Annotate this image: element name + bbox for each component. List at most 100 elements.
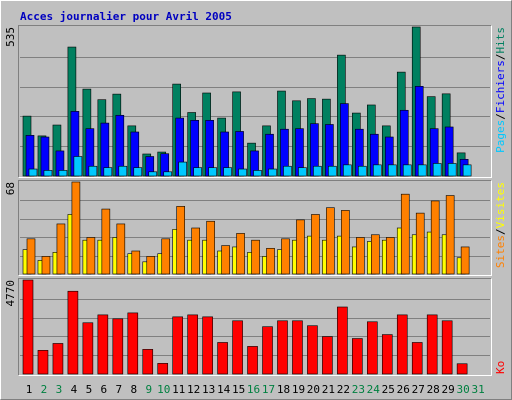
bar — [343, 164, 352, 177]
bar — [352, 338, 363, 375]
x-tick-label: 15 — [232, 383, 245, 396]
x-tick-label: 20 — [307, 383, 320, 396]
x-tick-label: 30 — [457, 383, 470, 396]
bar — [307, 325, 318, 375]
x-tick-label: 18 — [277, 383, 290, 396]
bar — [73, 156, 83, 177]
bar — [22, 279, 34, 375]
bar — [311, 214, 320, 275]
bar — [238, 168, 247, 177]
x-tick-label: 17 — [262, 383, 275, 396]
bar — [97, 314, 109, 375]
bar — [208, 167, 217, 177]
bar — [52, 343, 64, 375]
bar — [381, 334, 393, 375]
bar — [26, 238, 36, 275]
bar — [445, 195, 455, 275]
bar — [157, 363, 169, 375]
y-tick-label: 68 — [4, 182, 17, 195]
bar — [298, 167, 307, 177]
bar — [247, 346, 258, 375]
bar — [67, 290, 79, 375]
legend-entry: Fichiers — [494, 60, 507, 113]
bar — [221, 245, 230, 275]
bar — [101, 208, 111, 275]
bar — [127, 312, 139, 375]
bar — [367, 321, 378, 375]
legend: Ko — [494, 361, 507, 374]
bar — [206, 220, 215, 275]
x-tick-label: 23 — [352, 383, 365, 396]
bar — [341, 210, 350, 275]
x-tick-label: 13 — [202, 383, 215, 396]
bar — [86, 237, 96, 275]
panel-border-dark — [18, 25, 492, 178]
bar — [337, 306, 348, 375]
bar — [322, 336, 333, 375]
bar — [441, 320, 453, 375]
bar — [460, 246, 470, 275]
bar — [28, 168, 38, 177]
bar — [161, 238, 171, 275]
x-tick-label: 24 — [367, 383, 381, 396]
x-tick-label: 5 — [86, 383, 93, 396]
bar — [292, 320, 303, 375]
bar — [142, 349, 154, 375]
bar — [71, 181, 81, 275]
bar — [426, 314, 438, 375]
bar — [402, 164, 412, 177]
legend-entry: Hits — [494, 27, 507, 54]
panel-border-light — [18, 278, 492, 376]
legend: Pages/Fichiers/Hits — [494, 27, 507, 153]
bar — [326, 207, 335, 275]
bar — [277, 320, 288, 375]
bar — [456, 363, 468, 375]
legend-separator: / — [494, 54, 507, 61]
x-tick-label: 14 — [217, 383, 231, 396]
bar — [358, 165, 367, 177]
bar — [262, 326, 273, 375]
bar — [411, 342, 423, 375]
x-tick-label: 6 — [101, 383, 108, 396]
legend: Sites/Visites — [494, 182, 507, 268]
x-tick-label: 31 — [471, 383, 484, 396]
bar — [432, 163, 442, 177]
bar — [430, 200, 440, 275]
legend-separator: / — [494, 228, 507, 235]
bar — [400, 193, 410, 275]
bar — [373, 164, 382, 177]
panel-border-light — [18, 25, 492, 178]
legend-entry: Pages — [494, 120, 507, 153]
bar — [356, 237, 365, 275]
x-tick-label: 3 — [56, 383, 63, 396]
bar — [146, 256, 156, 275]
bar — [414, 86, 424, 177]
x-tick-label: 2 — [41, 383, 48, 396]
legend-entry: Visites — [494, 182, 507, 228]
bar — [268, 168, 277, 177]
bar — [281, 238, 290, 275]
x-tick-label: 7 — [116, 383, 123, 396]
bar — [131, 250, 141, 275]
x-tick-label: 12 — [187, 383, 200, 396]
bar — [191, 227, 200, 275]
bar — [187, 314, 198, 375]
bar — [118, 165, 128, 177]
chart-title: Acces journalier pour Avril 2005 — [20, 10, 232, 23]
bar — [103, 167, 113, 177]
x-tick-label: 19 — [292, 383, 305, 396]
bar — [385, 237, 395, 275]
y-tick-label: 535 — [4, 27, 17, 47]
x-tick-label: 29 — [442, 383, 455, 396]
bar — [163, 171, 173, 177]
bar — [41, 256, 51, 275]
panel-border-light — [18, 180, 492, 276]
bar — [447, 163, 457, 177]
legend-entry: Ko — [494, 361, 507, 374]
x-tick-label: 10 — [157, 383, 170, 396]
x-tick-label: 22 — [337, 383, 350, 396]
x-tick-label: 25 — [382, 383, 395, 396]
bar — [387, 164, 397, 177]
